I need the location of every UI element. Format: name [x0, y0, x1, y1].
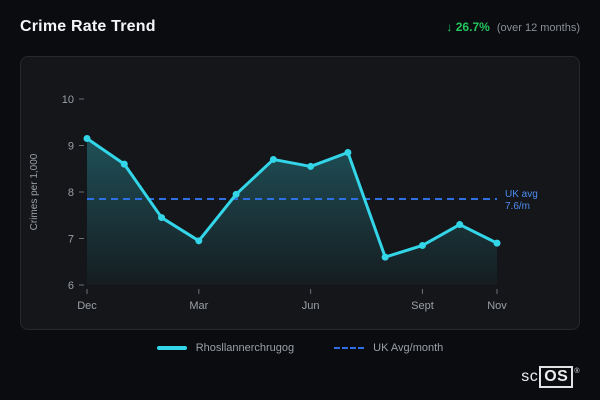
chart-card: 6 7 8 9 10 Dec Mar Jun Sept Nov UK avg 7.6/m Crimes …: [20, 56, 580, 330]
logo-prefix: sc: [521, 368, 539, 385]
svg-text:Jun: Jun: [302, 300, 320, 312]
page-header: Crime Rate Trend ↓ 26.7% (over 12 months…: [20, 18, 580, 36]
uk-avg-dash-swatch: [334, 347, 365, 349]
legend-label-series: Rhosllannerchrugog: [195, 342, 295, 354]
legend-item-uk-avg[interactable]: UK Avg/month: [334, 342, 443, 354]
page-title: Crime Rate Trend: [20, 18, 156, 35]
logo-boxed-text: OS: [539, 366, 574, 388]
svg-text:7.6/m: 7.6/m: [505, 201, 530, 212]
series-line-swatch: [156, 346, 187, 350]
trend-delta-note: (over 12 months): [496, 22, 580, 34]
svg-text:6: 6: [68, 280, 74, 292]
svg-text:Dec: Dec: [77, 300, 97, 312]
legend-label-uk-avg: UK Avg/month: [373, 342, 444, 354]
svg-text:Sept: Sept: [411, 300, 434, 312]
chart-legend: Rhosllannerchrugog UK Avg/month: [20, 342, 580, 354]
svg-text:7: 7: [68, 234, 74, 246]
svg-text:Nov: Nov: [487, 300, 507, 312]
svg-text:10: 10: [62, 94, 74, 106]
svg-text:UK avg: UK avg: [505, 189, 538, 200]
legend-item-series[interactable]: Rhosllannerchrugog: [156, 342, 295, 354]
scos-logo: sc OS ®: [521, 366, 580, 388]
svg-text:9: 9: [68, 141, 74, 153]
trend-delta-badge: ↓ 26.7%: [446, 20, 490, 34]
svg-text:8: 8: [68, 187, 74, 199]
trend-stat: ↓ 26.7% (over 12 months): [446, 20, 580, 34]
svg-text:Crimes per 1,000: Crimes per 1,000: [29, 153, 40, 230]
crime-rate-page: Crime Rate Trend ↓ 26.7% (over 12 months…: [20, 18, 580, 388]
svg-text:Mar: Mar: [189, 300, 208, 312]
registered-mark: ®: [574, 368, 580, 375]
